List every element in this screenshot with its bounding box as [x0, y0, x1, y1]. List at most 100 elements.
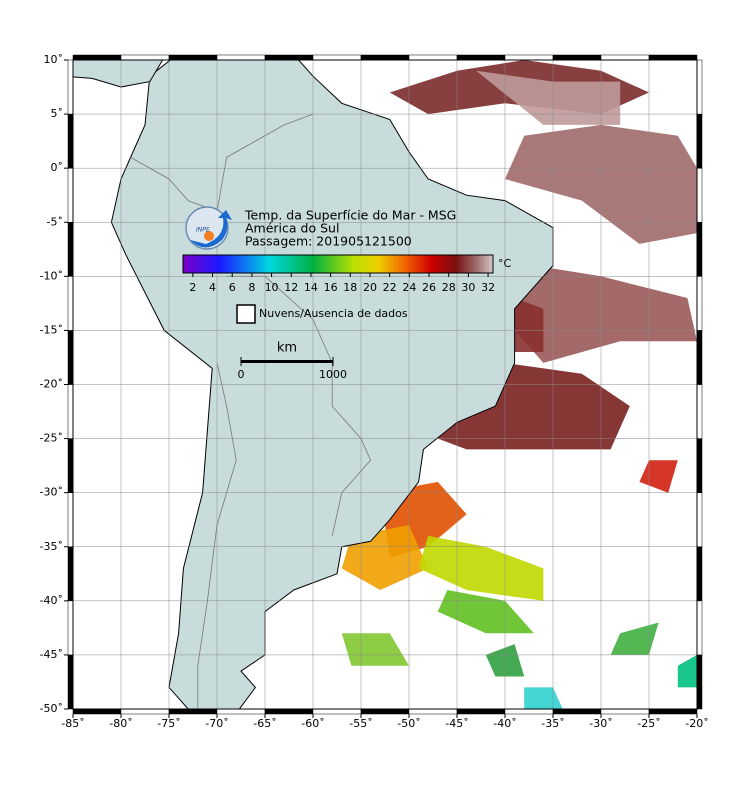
colorbar-tick-label: 22 — [383, 281, 397, 294]
sst-patch — [418, 535, 544, 601]
frame-segment — [600, 54, 650, 61]
frame-segment — [696, 384, 703, 439]
frame-segment — [696, 222, 703, 277]
frame-segment — [696, 276, 703, 331]
x-tick-label: -85˚ — [61, 717, 84, 730]
x-tick-label: -60˚ — [301, 717, 324, 730]
frame-segment — [168, 54, 218, 61]
logo-arrow — [190, 210, 232, 248]
frame-segment — [360, 708, 410, 715]
y-tick-label: -50˚ — [40, 702, 63, 715]
frame-segment — [312, 708, 362, 715]
frame-segment — [67, 600, 74, 656]
colorbar-tick-label: 12 — [284, 281, 298, 294]
sst-patch — [524, 687, 563, 709]
colorbar-tick-label: 28 — [442, 281, 456, 294]
x-tick-label: -30˚ — [589, 717, 612, 730]
frame-segment — [216, 708, 266, 715]
colorbar-tick-label: 10 — [265, 281, 279, 294]
scale-tick-label: 0 — [238, 368, 245, 381]
border-line — [226, 275, 372, 536]
x-tick-label: -20˚ — [685, 717, 708, 730]
x-tick-label: -25˚ — [637, 717, 660, 730]
frame-segment — [264, 54, 314, 61]
frame-segment — [456, 54, 506, 61]
overlay: INPE Temp. da Superfície do Mar - MSG Am… — [182, 206, 512, 381]
sst-patch — [610, 622, 659, 655]
y-tick-label: 0˚ — [51, 161, 64, 174]
title-line: Temp. da Superfície do Mar - MSG — [244, 208, 456, 223]
frame-segment — [408, 54, 458, 61]
colorbar-tick-label: 20 — [363, 281, 377, 294]
frame-segment — [72, 708, 122, 715]
frame-segment — [120, 708, 170, 715]
x-tick-label: -55˚ — [349, 717, 372, 730]
frame-segment — [67, 492, 74, 547]
colorbar-tick-label: 16 — [324, 281, 338, 294]
x-tick-label: -80˚ — [109, 717, 132, 730]
x-tick-label: -75˚ — [157, 717, 180, 730]
sst-patch — [476, 70, 621, 125]
x-tick-label: -50˚ — [397, 717, 420, 730]
frame-segment — [312, 54, 362, 61]
frame-segment — [504, 708, 554, 715]
frame-segment — [67, 330, 74, 385]
map-frame: -85˚ -80˚ -75˚ -70˚ -65˚ -60˚ -55˚ -50˚ -45˚ -40˚… — [40, 53, 709, 730]
colorbar-tick-label: 32 — [481, 281, 495, 294]
colorbar-tick-label: 26 — [422, 281, 436, 294]
frame-segment — [120, 54, 170, 61]
frame-segment — [67, 546, 74, 602]
frame-segment — [456, 708, 506, 715]
logo-sun — [204, 231, 214, 241]
colorbar-tick-label: 24 — [402, 281, 416, 294]
colorbar-tick-label: 6 — [229, 281, 236, 294]
scale-bar — [241, 360, 333, 363]
frame-segment — [67, 654, 74, 710]
y-tick-label: 10˚ — [44, 53, 64, 66]
frame-segment — [696, 600, 703, 656]
frame-segment — [696, 492, 703, 547]
frame-segment — [264, 708, 314, 715]
sst-patch — [341, 633, 409, 666]
frame-segment — [67, 167, 74, 223]
frame-segment — [67, 384, 74, 439]
scale-tick-label: 1000 — [319, 368, 347, 381]
map-area — [73, 60, 697, 709]
sst-patch — [639, 460, 678, 493]
frame-segment — [648, 708, 698, 715]
frame-segment — [696, 113, 703, 169]
frame-segment — [504, 54, 554, 61]
title-line: América do Sul — [245, 221, 339, 236]
frame-segment — [72, 54, 122, 61]
frame-segment — [696, 546, 703, 602]
y-tick-label: -20˚ — [40, 378, 63, 391]
y-tick-label: -30˚ — [40, 486, 63, 499]
y-tick-label: -10˚ — [40, 269, 63, 282]
colorbar — [182, 254, 494, 274]
y-tick-label: 5˚ — [51, 107, 64, 120]
x-tick-label: -65˚ — [253, 717, 276, 730]
frame-segment — [67, 276, 74, 331]
colorbar-tick-label: 14 — [304, 281, 318, 294]
colorbar-tick-label: 18 — [343, 281, 357, 294]
map-border — [72, 59, 698, 710]
frame-segment — [648, 54, 698, 61]
frame-segment — [552, 54, 602, 61]
frame-segment — [67, 438, 74, 493]
frame-segment — [600, 708, 650, 715]
frame-segment — [67, 222, 74, 277]
colorbar-tick-label: 30 — [461, 281, 475, 294]
y-tick-label: -25˚ — [40, 432, 63, 445]
sst-patch — [677, 654, 697, 688]
y-tick-label: -35˚ — [40, 540, 63, 553]
y-tick-label: -40˚ — [40, 594, 63, 607]
frame-segment — [408, 708, 458, 715]
legend-text: Nuvens/Ausencia de dados — [259, 307, 408, 320]
x-tick-label: -35˚ — [541, 717, 564, 730]
frame-segment — [216, 54, 266, 61]
x-tick-label: -40˚ — [493, 717, 516, 730]
sst-patch — [514, 298, 544, 352]
legend-swatch — [236, 304, 256, 324]
frame-segment — [360, 54, 410, 61]
frame-segment — [696, 330, 703, 385]
